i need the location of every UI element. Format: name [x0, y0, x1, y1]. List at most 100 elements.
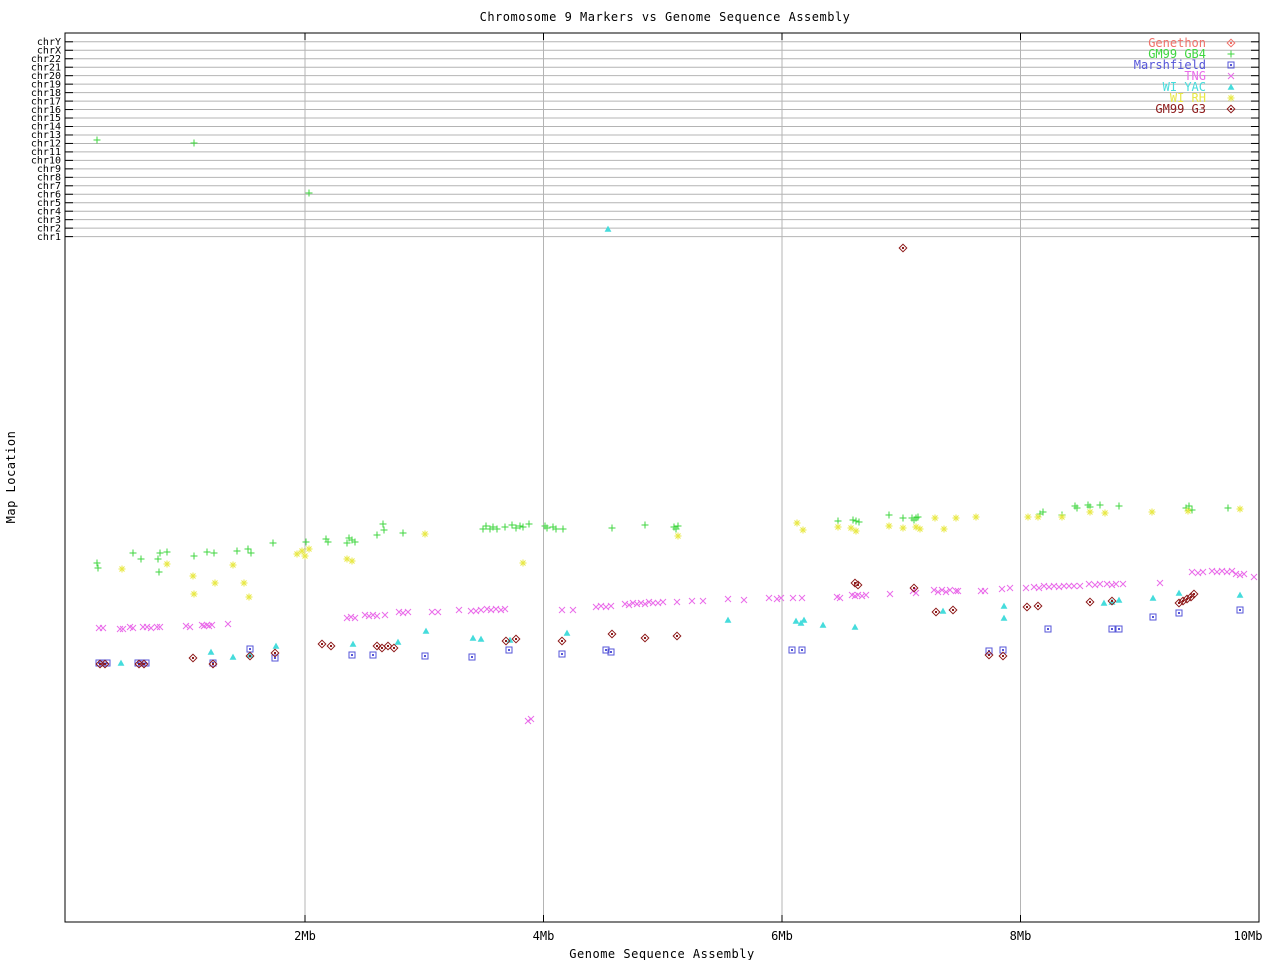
marker-tng — [351, 614, 359, 622]
marker-gm99-g3 — [998, 651, 1008, 661]
y-tick-label-chr7: chr7 — [37, 181, 61, 192]
marker-gm99-g3 — [948, 605, 958, 615]
marker-gm99-gb4 — [641, 521, 649, 529]
marker-tng — [954, 587, 962, 595]
marker-gm99-gb4 — [493, 525, 501, 533]
legend-label-gm99-g3: GM99 G3 — [1155, 102, 1206, 116]
marker-tng — [621, 600, 629, 608]
marker-tng — [116, 625, 124, 633]
marker-wi-yac — [506, 636, 514, 643]
marker-gm99-g3 — [317, 639, 327, 649]
marker-tng — [777, 594, 785, 602]
marker-wi-rh — [852, 527, 860, 535]
marker-tng — [641, 600, 649, 608]
marker-gm99-gb4 — [155, 568, 163, 576]
marker-tng — [1156, 579, 1164, 587]
marker-marshfield — [788, 646, 796, 654]
y-tick-label-chr8: chr8 — [37, 173, 61, 184]
marker-tng — [1096, 580, 1104, 588]
marker-tng — [373, 612, 381, 620]
marker-tng — [153, 623, 161, 631]
marker-gm99-gb4 — [512, 524, 520, 532]
marker-gm99-gb4 — [156, 549, 164, 557]
marker-tng — [147, 624, 155, 632]
marker-marshfield — [558, 650, 566, 658]
marker-wi-yac — [207, 648, 215, 655]
marker-wi-yac — [246, 651, 254, 658]
marker-gm99-gb4 — [305, 189, 313, 197]
marker-wi-rh — [301, 552, 309, 560]
marker-gm99-g3 — [853, 580, 863, 590]
marker-marshfield — [468, 653, 476, 661]
marker-wi-yac — [604, 225, 612, 232]
legend-label-gm99-gb4: GM99 GB4 — [1148, 47, 1206, 61]
marker-gm99-g3 — [607, 629, 617, 639]
marker-tng — [203, 621, 211, 629]
marker-tng — [649, 599, 657, 607]
marker-gm99-gb4 — [190, 139, 198, 147]
marker-tng — [497, 606, 505, 614]
marker-gm99-gb4 — [210, 549, 218, 557]
marker-wi-rh — [298, 547, 306, 555]
marker-gm99-g3 — [139, 659, 149, 669]
marker-wi-yac — [792, 617, 800, 624]
y-tick-label-chr13: chr13 — [31, 130, 61, 141]
marker-tng — [1188, 568, 1196, 576]
y-tick-label-chrx: chrX — [37, 45, 61, 56]
marker-gm99-g3 — [1182, 594, 1192, 604]
marker-tng — [1228, 567, 1236, 575]
marker-gm99-gb4 — [885, 511, 893, 519]
marker-gm99-gb4 — [674, 522, 682, 530]
marker-gm99-gb4 — [244, 545, 252, 553]
marker-wi-yac — [229, 653, 237, 660]
plot-border — [64, 32, 1260, 923]
marker-tng — [208, 621, 216, 629]
marker-gm99-g3 — [1033, 601, 1043, 611]
marker-gm99-gb4 — [1073, 504, 1081, 512]
marker-marshfield — [369, 651, 377, 659]
marker-tng — [1006, 584, 1014, 592]
y-tick-label-chr2: chr2 — [37, 223, 61, 234]
marker-gm99-g3 — [383, 641, 393, 651]
marker-tng — [1112, 580, 1120, 588]
marker-gm99-gb4 — [489, 523, 497, 531]
marker-marshfield — [607, 648, 615, 656]
marker-gm99-g3 — [511, 634, 521, 644]
marker-wi-yac — [1000, 602, 1008, 609]
marker-marshfield — [798, 646, 806, 654]
marker-wi-rh — [799, 526, 807, 534]
marker-wi-rh — [519, 559, 527, 567]
x-tick-label-4mb: 4Mb — [533, 929, 555, 943]
marker-marshfield — [348, 651, 356, 659]
marker-wi-yac — [1115, 596, 1123, 603]
marker-tng — [1060, 582, 1068, 590]
marker-wi-yac — [819, 621, 827, 628]
marker-tng — [1199, 568, 1207, 576]
y-tick-label-chr12: chr12 — [31, 139, 61, 150]
marker-tng — [724, 595, 732, 603]
marker-tng — [129, 624, 137, 632]
marker-gm99-gb4 — [379, 520, 387, 528]
y-tick-label-chr16: chr16 — [31, 105, 61, 116]
marker-wi-yac — [349, 640, 357, 647]
marker-gm99-gb4 — [247, 549, 255, 557]
marker-tng — [938, 586, 946, 594]
marker-tng — [1070, 582, 1078, 590]
marker-gm99-gb4 — [399, 529, 407, 537]
y-tick-label-chr18: chr18 — [31, 88, 61, 99]
marker-gm99-gb4 — [203, 548, 211, 556]
marker-tng — [404, 608, 412, 616]
marker-wi-yac — [477, 635, 485, 642]
marker-gm99-g3 — [1186, 592, 1196, 602]
marker-tng — [798, 594, 806, 602]
marker-wi-rh — [1236, 505, 1244, 513]
y-tick-label-chr9: chr9 — [37, 164, 61, 175]
marker-gm99-g3 — [100, 659, 110, 669]
marker-wi-yac — [117, 659, 125, 666]
marker-tng — [934, 588, 942, 596]
legend-symbol-gm99-g3 — [1226, 104, 1236, 114]
marker-tng — [740, 596, 748, 604]
marker-tng — [858, 592, 866, 600]
marker-tng — [981, 587, 989, 595]
marker-wi-rh — [834, 523, 842, 531]
